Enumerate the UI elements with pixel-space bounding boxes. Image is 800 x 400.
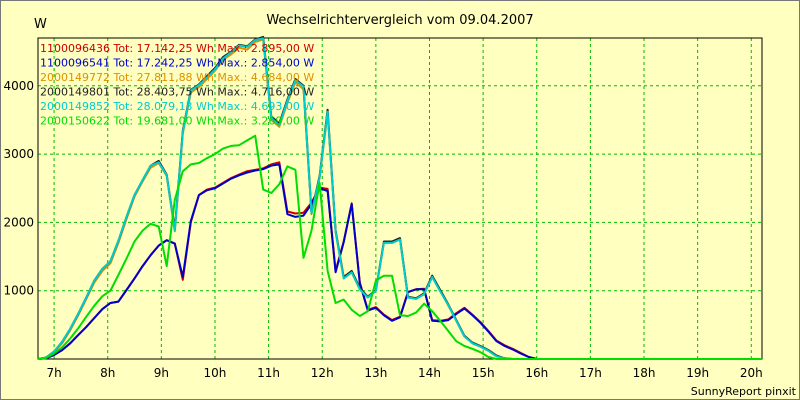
- series-group: [37, 35, 762, 360]
- x-tick-label: 7h: [46, 366, 61, 380]
- footer-credit: SunnyReport pinxit: [691, 385, 797, 398]
- series-line-2000150622: [37, 134, 762, 360]
- x-tick-label: 10h: [204, 366, 227, 380]
- x-tick-label: 9h: [154, 366, 169, 380]
- x-tick-label: 14h: [418, 366, 441, 380]
- y-tick-label: 1000: [3, 284, 34, 298]
- y-tick-label: 4000: [3, 79, 34, 93]
- x-tick-label: 19h: [686, 366, 709, 380]
- x-tick-label: 20h: [740, 366, 763, 380]
- legend-entry-2000150622: 2000150622 Tot: 19.681,00 Wh Max.: 3.269…: [40, 115, 314, 128]
- x-tick-label: 11h: [257, 366, 280, 380]
- x-tick-label: 13h: [364, 366, 387, 380]
- y-tick-label: 2000: [3, 215, 34, 229]
- chart-title: Wechselrichtervergleich vom 09.04.2007: [266, 13, 533, 28]
- legend-entry-2000149772: 2000149772 Tot: 27.811,88 Wh Max.: 4.684…: [40, 71, 314, 84]
- plot-area: [37, 37, 763, 360]
- x-tick-label: 16h: [525, 366, 548, 380]
- x-tick-label: 12h: [311, 366, 334, 380]
- y-tick-label: 3000: [3, 147, 34, 161]
- legend-entry-1100096436: 1100096436 Tot: 17.142,25 Wh Max.: 2.895…: [40, 42, 314, 55]
- y-axis-unit: W: [34, 17, 47, 32]
- legend-entry-2000149801: 2000149801 Tot: 28.403,75 Wh Max.: 4.716…: [40, 86, 314, 99]
- x-tick-label: 18h: [633, 366, 656, 380]
- grid: [38, 38, 762, 359]
- legend-entry-1100096541: 1100096541 Tot: 17.242,25 Wh Max.: 2.854…: [40, 57, 314, 70]
- x-tick-label: 17h: [579, 366, 602, 380]
- legend: 1100096436 Tot: 17.142,25 Wh Max.: 2.895…: [40, 42, 314, 128]
- axis-ticks: 7h 8h 9h 10h 11h 12h 13h 14h 15h 16h 17h 18h 19h 20h 1…: [3, 79, 762, 380]
- x-tick-label: 15h: [472, 366, 495, 380]
- x-tick-label: 8h: [100, 366, 115, 380]
- legend-entry-2000149852: 2000149852 Tot: 28.079,13 Wh Max.: 4.693…: [40, 100, 314, 113]
